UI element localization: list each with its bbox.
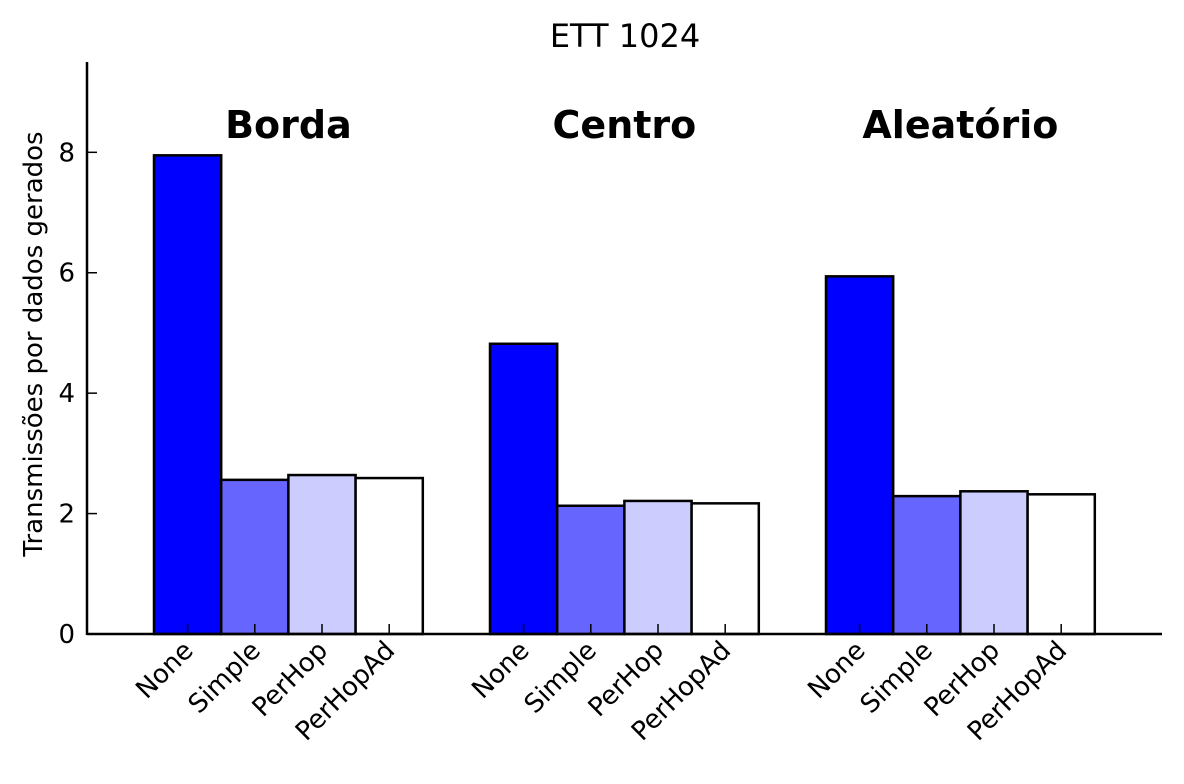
bar	[824, 275, 895, 636]
plot-area: 02468BordaNoneSimplePerHopPerHopAdCentro…	[58, 103, 1097, 747]
bar	[555, 504, 626, 636]
group-label: Centro	[553, 103, 697, 147]
bar	[287, 473, 357, 636]
y-tick-label: 2	[58, 500, 75, 530]
bar	[891, 494, 962, 636]
y-tick-label: 4	[58, 379, 75, 409]
bar	[959, 490, 1029, 636]
y-tick-label: 0	[58, 620, 75, 650]
y-axis-label: Transmissões por dados gerados	[19, 131, 49, 557]
bar	[219, 478, 290, 636]
group-label: Borda	[225, 103, 352, 147]
bar	[1026, 493, 1097, 636]
group-label: Aleatório	[862, 103, 1058, 147]
bar	[623, 499, 693, 636]
bar	[354, 476, 425, 636]
bar	[488, 342, 559, 636]
bar	[690, 502, 761, 636]
bar	[152, 154, 223, 636]
chart-title: ETT 1024	[550, 17, 700, 55]
y-tick-label: 8	[58, 138, 75, 168]
y-tick-label: 6	[58, 259, 75, 289]
